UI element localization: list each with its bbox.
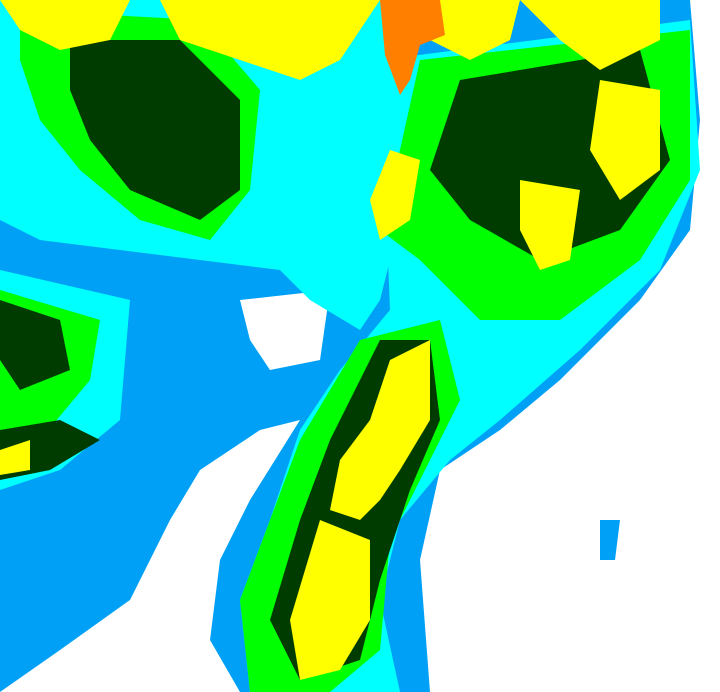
- echo-yellow: [370, 150, 420, 240]
- echo-yellow: [420, 0, 520, 60]
- echo-yellow: [520, 0, 660, 70]
- echo-yellow: [590, 80, 660, 200]
- echo-light-blue: [600, 520, 620, 560]
- echo-gap: [240, 290, 330, 370]
- echo-orange: [380, 0, 445, 95]
- echo-yellow: [520, 180, 580, 270]
- echo-yellow: [290, 520, 370, 680]
- echo-yellow: [0, 0, 130, 50]
- echo-dark-green: [0, 300, 70, 390]
- echo-yellow: [0, 440, 30, 475]
- echo-yellow: [330, 340, 430, 520]
- echo-dark-green: [70, 40, 240, 220]
- echo-yellow: [160, 0, 380, 80]
